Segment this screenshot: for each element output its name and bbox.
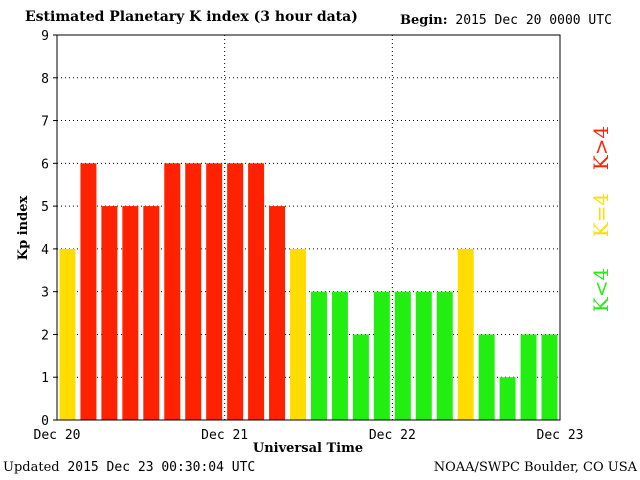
begin-info: Begin: 2015 Dec 20 0000 UTC <box>400 13 612 28</box>
y-tick-label: 3 <box>41 286 49 301</box>
y-axis-title: Kp index <box>16 196 31 261</box>
legend-entry: K>4 <box>589 126 613 170</box>
kp-bar <box>80 163 97 421</box>
kp-bar <box>227 163 244 421</box>
plot-frame <box>56 34 561 421</box>
kp-bar <box>59 248 76 420</box>
kp-bar <box>478 334 495 420</box>
legend-entry: K<4 <box>589 268 613 312</box>
x-tick-label: Dec 21 <box>201 428 248 443</box>
kp-bar <box>101 206 118 420</box>
y-tick-label: 0 <box>41 414 49 429</box>
x-tick-label: Dec 20 <box>34 428 81 443</box>
y-tick-label: 8 <box>41 72 49 87</box>
y-tick-label: 2 <box>41 328 49 343</box>
kp-bar <box>143 206 160 420</box>
kp-bar <box>206 163 223 421</box>
kp-bar <box>457 248 474 420</box>
kp-bar <box>436 291 453 420</box>
grid-lines <box>57 35 560 420</box>
begin-value: 2015 Dec 20 0000 UTC <box>455 13 612 28</box>
kp-bar <box>164 163 181 421</box>
chart-title: Estimated Planetary K index (3 hour data… <box>25 9 358 25</box>
x-tick-label: Dec 23 <box>537 428 584 443</box>
kp-bar <box>269 206 286 420</box>
x-tick-label: Dec 22 <box>369 428 416 443</box>
kp-bar <box>122 206 139 420</box>
kp-bar <box>290 248 307 420</box>
kp-bar <box>352 334 369 420</box>
kp-bar <box>520 334 537 420</box>
updated-info: Updated 2015 Dec 23 00:30:04 UTC <box>3 460 255 475</box>
kp-bar <box>331 291 348 420</box>
kp-bar <box>499 377 516 420</box>
kp-bar <box>248 163 265 421</box>
y-tick-label: 5 <box>41 200 49 215</box>
y-tick-labels: 0 1 2 3 4 5 6 7 8 9 <box>41 29 57 429</box>
kp-bar <box>394 291 411 420</box>
legend: K<4 K=4 K>4 <box>589 126 613 312</box>
kp-bar <box>541 334 558 420</box>
legend-entry: K=4 <box>589 193 613 237</box>
y-tick-label: 1 <box>41 371 49 386</box>
kp-bar <box>415 291 432 420</box>
y-tick-label: 9 <box>41 29 49 44</box>
bars <box>59 163 558 421</box>
x-axis-title: Universal Time <box>253 441 363 456</box>
updated-label: Updated <box>3 460 60 475</box>
kp-bar <box>185 163 202 421</box>
source-credit: NOAA/SWPC Boulder, CO USA <box>433 460 637 475</box>
y-tick-label: 7 <box>41 115 49 130</box>
begin-label: Begin: <box>400 13 448 28</box>
y-tick-label: 6 <box>41 157 49 172</box>
y-tick-label: 4 <box>41 243 49 258</box>
x-tick-labels: Dec 20 Dec 21 Dec 22 Dec 23 <box>34 428 584 443</box>
kp-bar <box>310 291 327 420</box>
updated-value: 2015 Dec 23 00:30:04 UTC <box>67 460 256 475</box>
kp-bar <box>373 291 390 420</box>
